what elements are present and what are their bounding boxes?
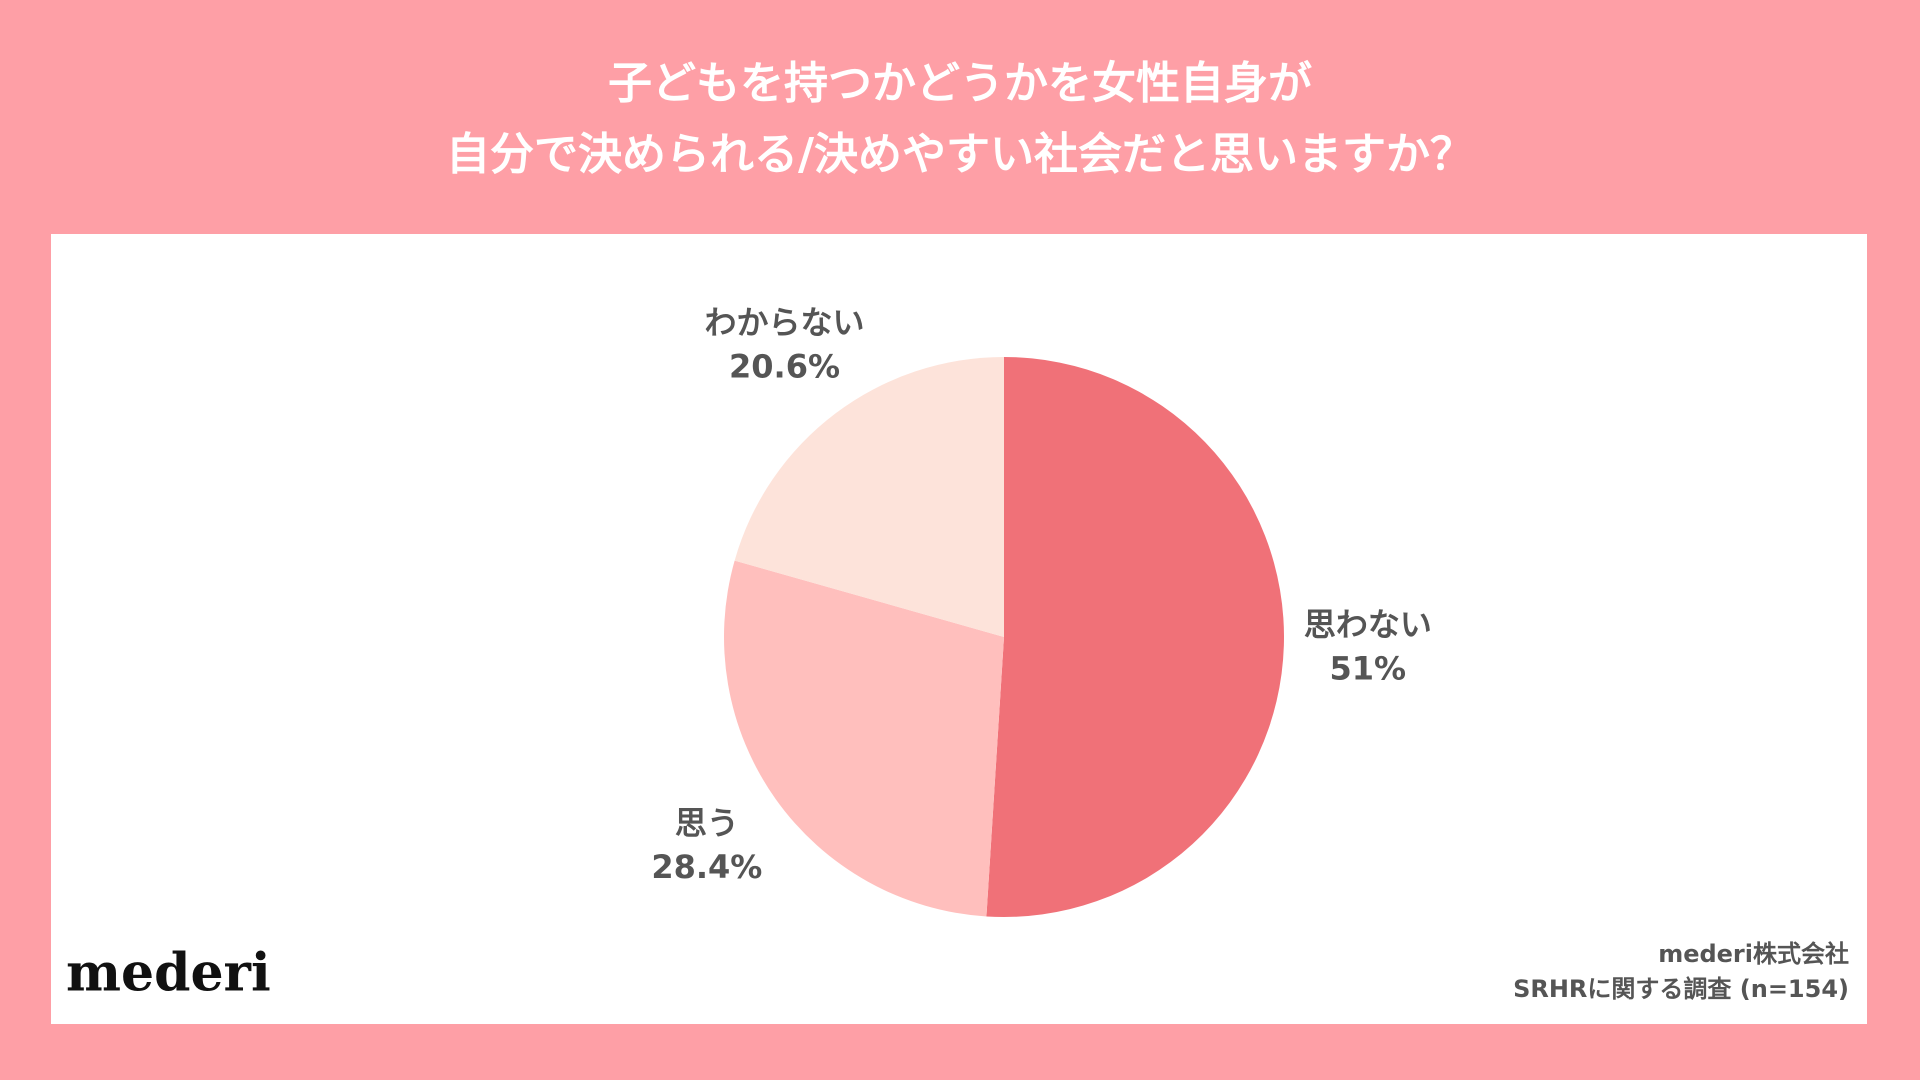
pie: 思わない 51% 思う 28.4% わからない 20.6% — [651, 304, 1432, 917]
title-line: 子どもを持つかどうかを女性自身が — [608, 58, 1312, 109]
title-line: 自分で決められる/決めやすい社会だと思いますか？ — [446, 129, 1474, 180]
logo: mederi — [66, 943, 271, 1004]
source-line: SRHRに関する調査 (n=154) — [1513, 975, 1849, 1003]
slice-label: わからない — [705, 304, 865, 342]
pie-slice — [734, 357, 1004, 637]
slice-value: 28.4% — [651, 848, 762, 886]
slice-value: 51% — [1330, 649, 1407, 687]
slice-label: 思う — [675, 804, 739, 842]
pie-slice — [723, 560, 1004, 917]
slice-value: 20.6% — [729, 348, 840, 386]
slice-label: 思わない — [1304, 605, 1432, 643]
source-line: mederi株式会社 — [1658, 940, 1849, 968]
pie-slice — [986, 357, 1284, 917]
